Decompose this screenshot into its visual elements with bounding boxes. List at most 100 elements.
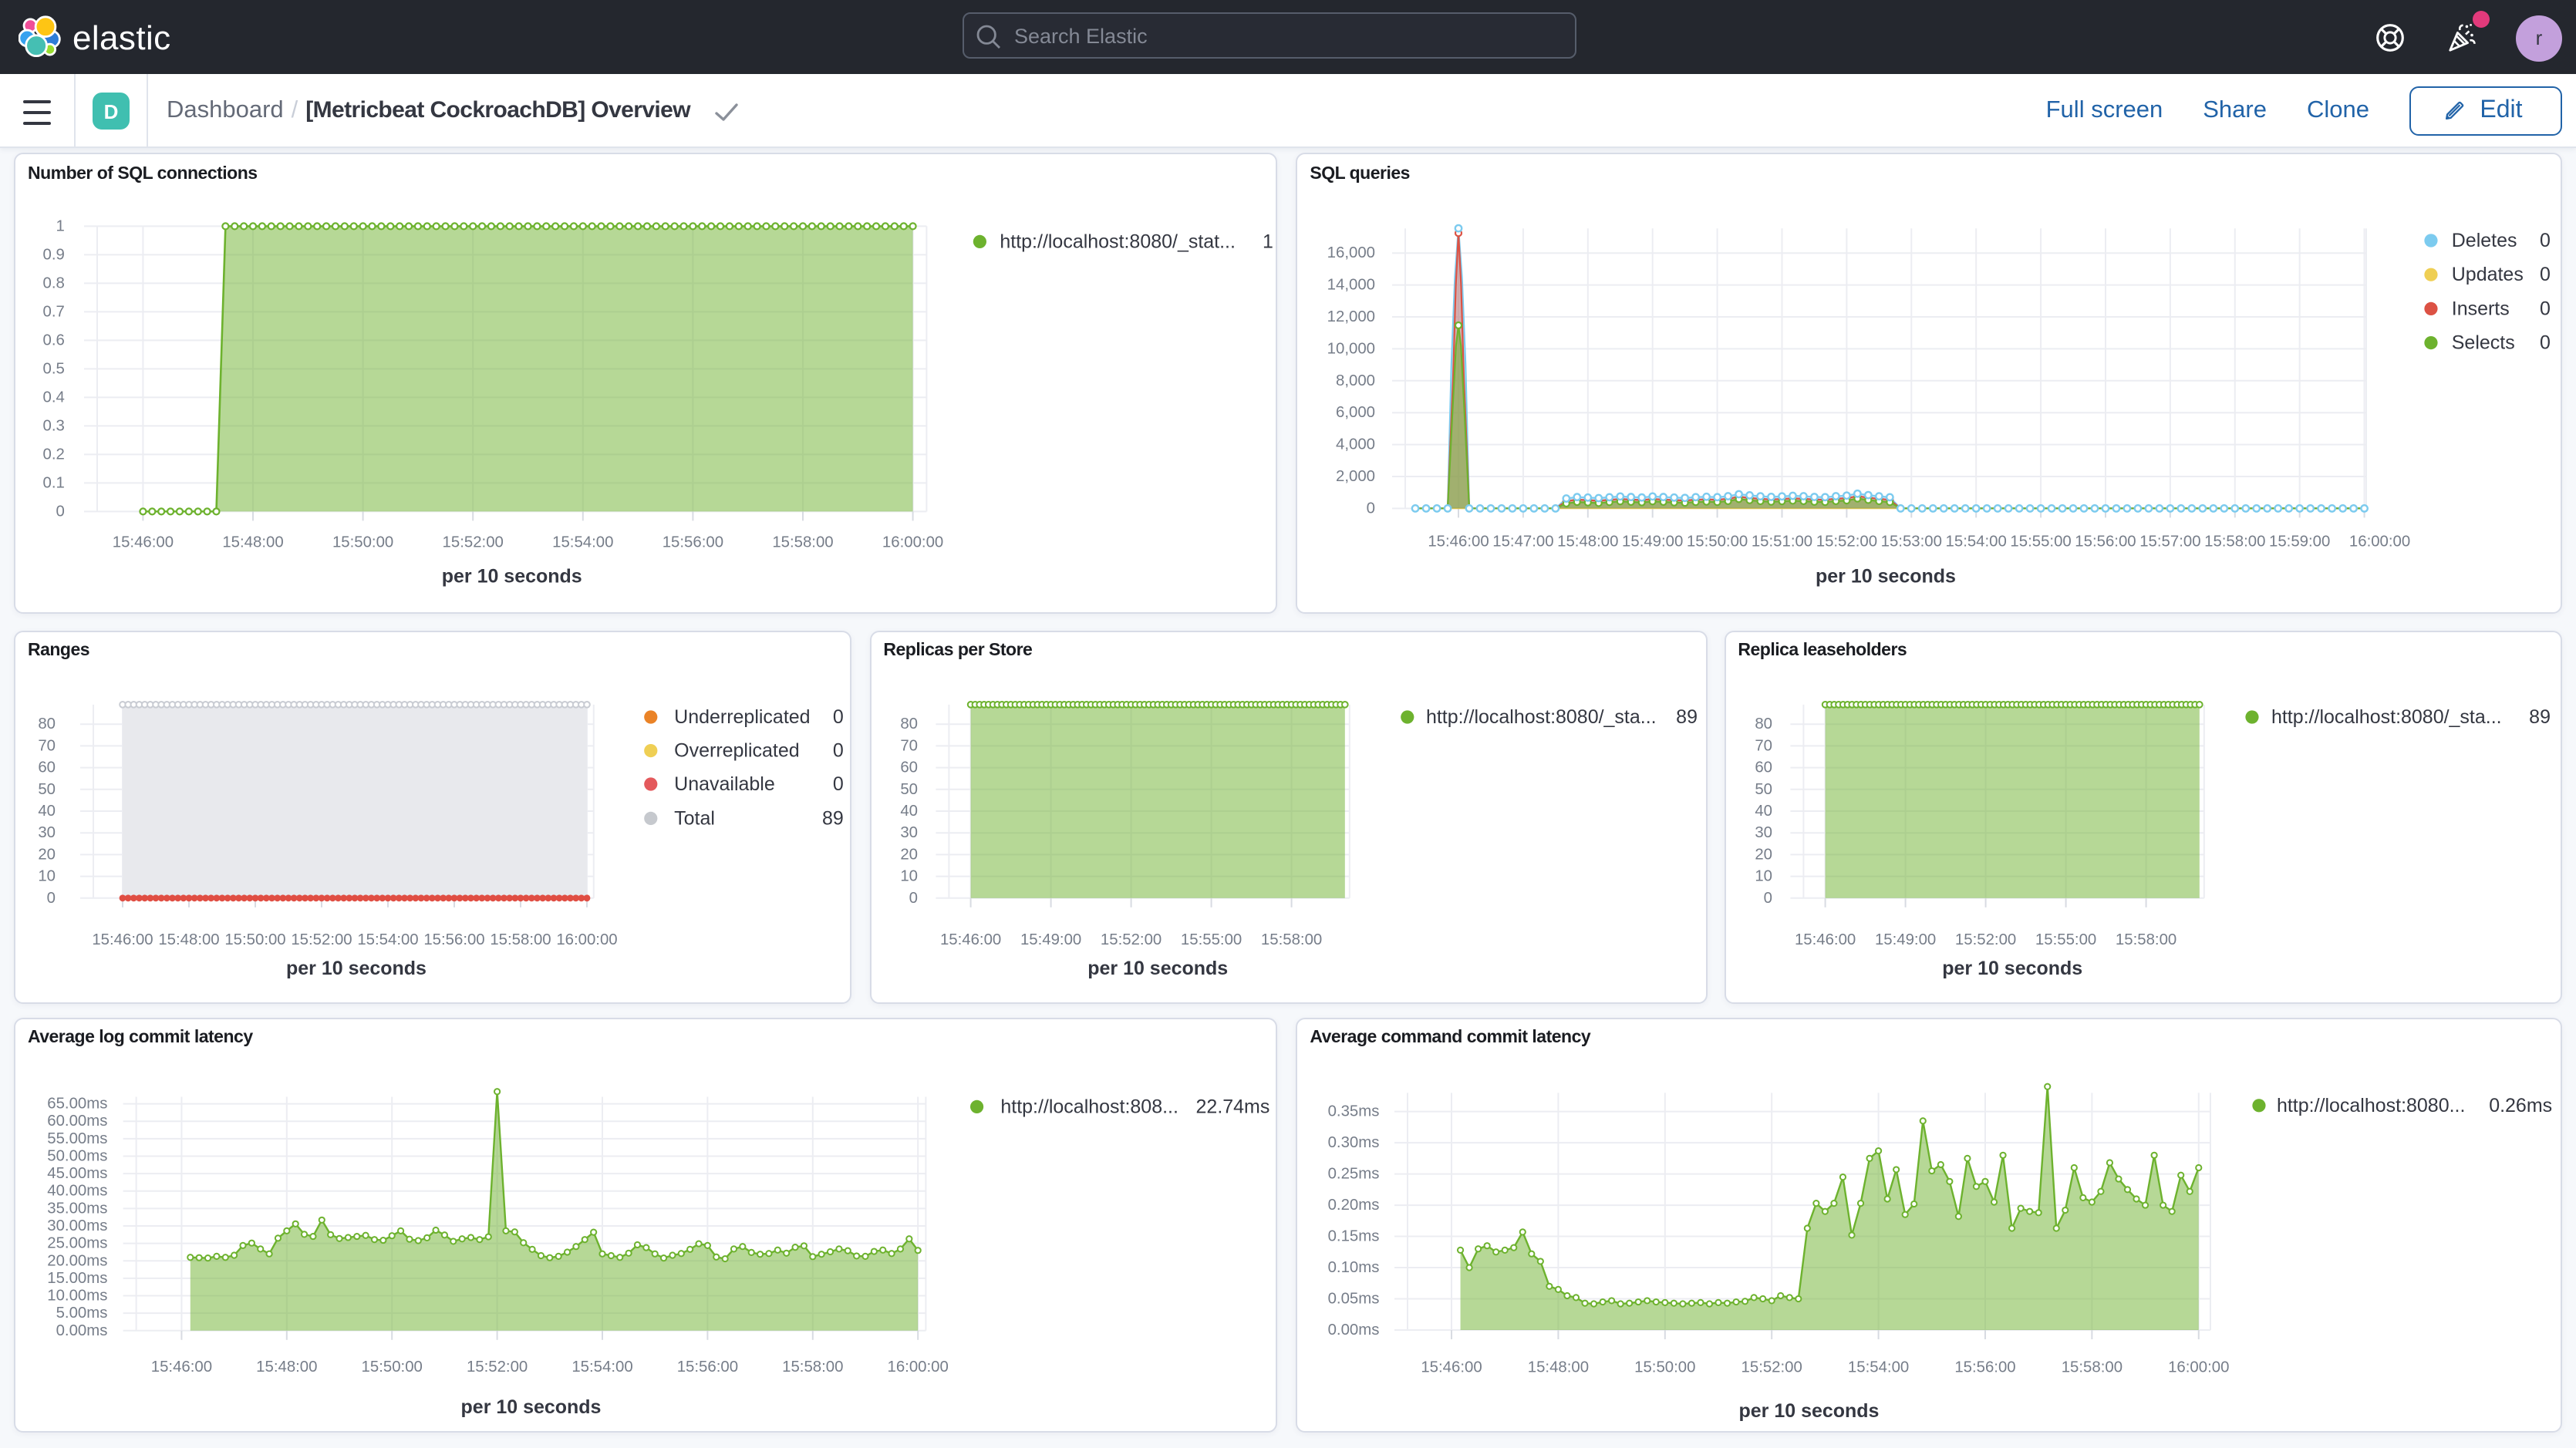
svg-text:89: 89 — [2528, 706, 2550, 728]
svg-text:Selects: Selects — [2452, 332, 2515, 354]
svg-text:1: 1 — [1263, 231, 1273, 253]
svg-text:60: 60 — [38, 759, 56, 776]
svg-text:0.4: 0.4 — [42, 389, 64, 406]
svg-text:15:49:00: 15:49:00 — [1622, 534, 1683, 551]
svg-text:15:50:00: 15:50:00 — [361, 1359, 422, 1376]
svg-text:30.00ms: 30.00ms — [47, 1217, 107, 1234]
svg-text:65.00ms: 65.00ms — [47, 1096, 107, 1113]
svg-text:15:47:00: 15:47:00 — [1492, 534, 1553, 551]
svg-text:15:59:00: 15:59:00 — [2269, 534, 2330, 551]
svg-text:20: 20 — [899, 846, 917, 863]
svg-text:10: 10 — [899, 867, 917, 884]
svg-text:0.35ms: 0.35ms — [1328, 1103, 1380, 1120]
svg-text:per 10 seconds: per 10 seconds — [1941, 957, 2082, 978]
svg-text:0: 0 — [2540, 231, 2551, 252]
svg-text:55.00ms: 55.00ms — [47, 1130, 107, 1147]
svg-text:70: 70 — [899, 737, 917, 754]
svg-text:15:46:00: 15:46:00 — [1794, 931, 1855, 948]
svg-text:per 10 seconds: per 10 seconds — [1087, 957, 1227, 978]
svg-text:0: 0 — [2540, 298, 2551, 320]
svg-text:15:46:00: 15:46:00 — [939, 931, 1000, 948]
svg-text:http://localhost:808...: http://localhost:808... — [1000, 1096, 1178, 1117]
svg-text:15:50:00: 15:50:00 — [224, 931, 285, 948]
svg-text:0.7: 0.7 — [42, 304, 64, 321]
svg-text:0.00ms: 0.00ms — [1328, 1322, 1380, 1339]
svg-text:16:00:00: 16:00:00 — [556, 931, 617, 948]
svg-text:6,000: 6,000 — [1336, 405, 1375, 422]
svg-text:0.1: 0.1 — [42, 475, 64, 492]
svg-text:15:56:00: 15:56:00 — [662, 534, 723, 551]
svg-text:50: 50 — [38, 780, 56, 797]
svg-text:0: 0 — [2540, 332, 2551, 354]
svg-text:0.26ms: 0.26ms — [2489, 1095, 2552, 1116]
svg-text:16:00:00: 16:00:00 — [2349, 534, 2410, 551]
svg-text:15:52:00: 15:52:00 — [467, 1359, 528, 1376]
svg-text:50: 50 — [899, 780, 917, 797]
svg-text:89: 89 — [822, 807, 844, 829]
svg-text:15:56:00: 15:56:00 — [1954, 1359, 2015, 1376]
svg-text:http://localhost:8080...: http://localhost:8080... — [2277, 1095, 2465, 1116]
svg-text:40: 40 — [899, 803, 917, 820]
svg-text:20: 20 — [38, 846, 56, 863]
svg-text:45.00ms: 45.00ms — [47, 1165, 107, 1182]
svg-text:15:46:00: 15:46:00 — [112, 534, 173, 551]
svg-text:15:46:00: 15:46:00 — [1428, 534, 1489, 551]
svg-text:80: 80 — [1754, 716, 1772, 732]
svg-text:40: 40 — [38, 803, 56, 820]
svg-text:15:54:00: 15:54:00 — [572, 1359, 632, 1376]
svg-text:15:48:00: 15:48:00 — [1557, 534, 1618, 551]
svg-text:15:55:00: 15:55:00 — [2035, 931, 2096, 948]
svg-text:15:46:00: 15:46:00 — [92, 931, 153, 948]
svg-text:0.00ms: 0.00ms — [56, 1322, 107, 1339]
svg-text:16:00:00: 16:00:00 — [887, 1359, 948, 1376]
svg-text:0: 0 — [1763, 889, 1772, 906]
svg-text:15:57:00: 15:57:00 — [2139, 534, 2200, 551]
svg-text:0.2: 0.2 — [42, 446, 64, 463]
svg-text:15:48:00: 15:48:00 — [1528, 1359, 1589, 1376]
svg-text:50: 50 — [1754, 780, 1772, 797]
svg-text:15:58:00: 15:58:00 — [772, 534, 833, 551]
svg-text:20.00ms: 20.00ms — [47, 1252, 107, 1269]
svg-text:10: 10 — [38, 867, 56, 884]
svg-text:15:52:00: 15:52:00 — [1741, 1359, 1802, 1376]
svg-text:15:58:00: 15:58:00 — [2115, 931, 2176, 948]
svg-text:per 10 seconds: per 10 seconds — [1816, 566, 1956, 588]
svg-text:15:58:00: 15:58:00 — [2062, 1359, 2123, 1376]
svg-text:per 10 seconds: per 10 seconds — [286, 957, 427, 978]
svg-text:15:53:00: 15:53:00 — [1881, 534, 1942, 551]
svg-text:15:58:00: 15:58:00 — [2204, 534, 2265, 551]
svg-text:0.25ms: 0.25ms — [1328, 1166, 1380, 1183]
svg-text:15:55:00: 15:55:00 — [1180, 931, 1241, 948]
svg-text:per 10 seconds: per 10 seconds — [1739, 1400, 1880, 1422]
svg-text:80: 80 — [899, 716, 917, 732]
svg-text:0.5: 0.5 — [42, 361, 64, 378]
svg-text:0.20ms: 0.20ms — [1328, 1197, 1380, 1214]
svg-text:0.15ms: 0.15ms — [1328, 1228, 1380, 1245]
svg-text:http://localhost:8080/_stat...: http://localhost:8080/_stat... — [1000, 231, 1236, 253]
svg-text:30: 30 — [1754, 824, 1772, 841]
svg-text:0.3: 0.3 — [42, 418, 64, 435]
svg-text:15:48:00: 15:48:00 — [256, 1359, 317, 1376]
svg-text:15:58:00: 15:58:00 — [490, 931, 551, 948]
svg-text:15:54:00: 15:54:00 — [1848, 1359, 1909, 1376]
svg-text:0.8: 0.8 — [42, 275, 64, 292]
svg-text:0: 0 — [2540, 264, 2551, 286]
svg-text:20: 20 — [1754, 846, 1772, 863]
svg-text:15:48:00: 15:48:00 — [158, 931, 219, 948]
svg-text:8,000: 8,000 — [1336, 372, 1375, 389]
svg-text:15:46:00: 15:46:00 — [1421, 1359, 1482, 1376]
svg-text:40.00ms: 40.00ms — [47, 1183, 107, 1200]
svg-text:0: 0 — [909, 889, 917, 906]
svg-text:0.6: 0.6 — [42, 332, 64, 349]
svg-text:0.30ms: 0.30ms — [1328, 1134, 1380, 1151]
svg-text:0: 0 — [1367, 500, 1375, 517]
svg-text:80: 80 — [38, 716, 56, 732]
svg-text:15:54:00: 15:54:00 — [357, 931, 418, 948]
svg-text:22.74ms: 22.74ms — [1195, 1096, 1269, 1117]
svg-text:60: 60 — [899, 759, 917, 776]
svg-text:15:58:00: 15:58:00 — [1260, 931, 1321, 948]
svg-text:35.00ms: 35.00ms — [47, 1200, 107, 1217]
svg-text:15:51:00: 15:51:00 — [1752, 534, 1812, 551]
svg-text:12,000: 12,000 — [1327, 309, 1375, 326]
svg-text:4,000: 4,000 — [1336, 436, 1375, 453]
